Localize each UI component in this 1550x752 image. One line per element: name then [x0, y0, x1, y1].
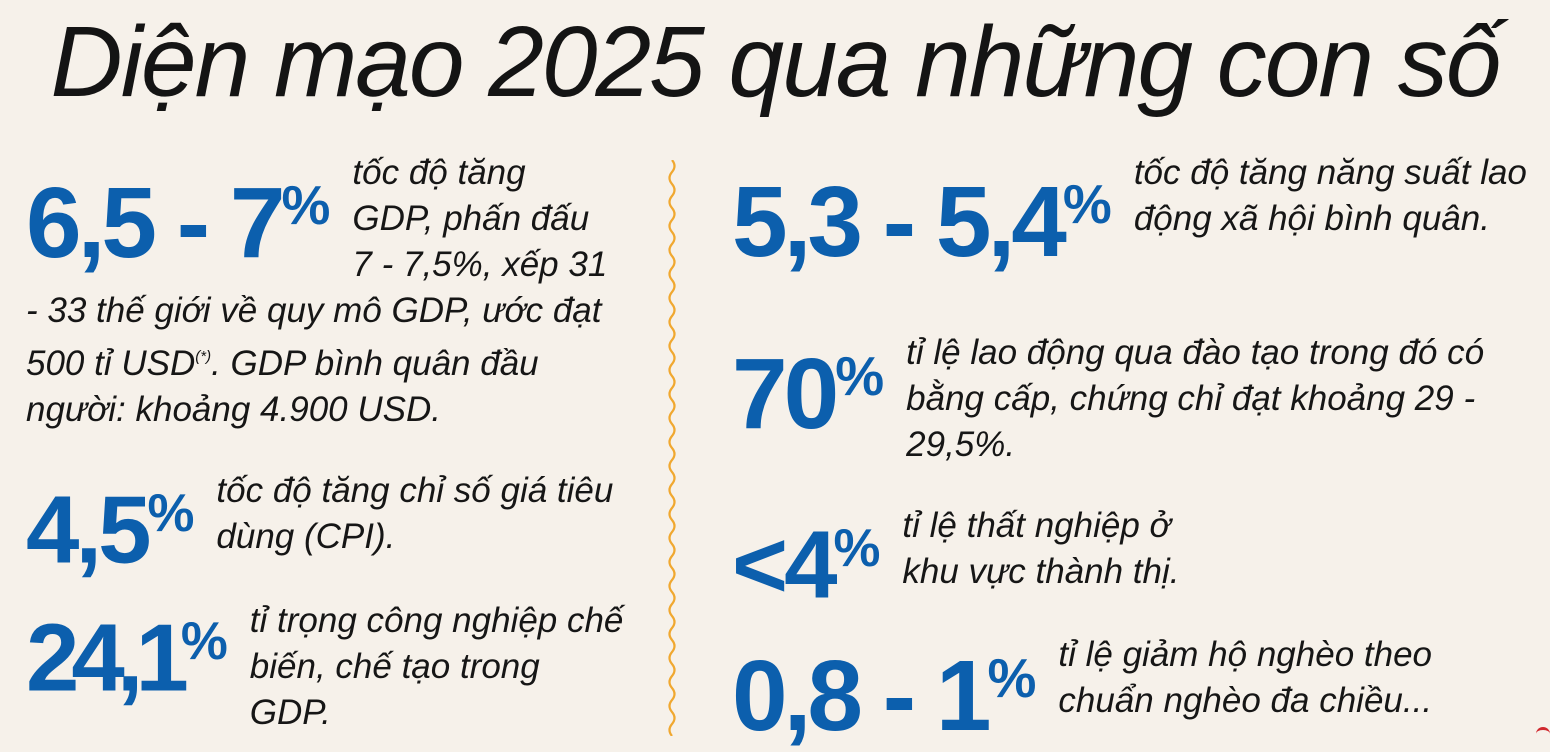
stat-value: 6,5 - 7% [26, 167, 331, 279]
stat-value: 5,3 - 5,4% [732, 166, 1112, 278]
stat-description: tốc độ tăng GDP, phấn đấu 7 - 7,5%, xếp … [26, 153, 608, 429]
stat-poverty-reduction: 0,8 - 1% tỉ lệ giảm hộ nghèo theo chuẩn … [732, 632, 1532, 752]
stat-value: 0,8 - 1% [732, 640, 1037, 752]
corner-mark [1536, 727, 1550, 736]
stat-value: <4% [732, 511, 881, 619]
stat-description: tỉ trọng công nghiệp chế biến, chế tạo t… [249, 601, 624, 732]
wavy-divider [668, 160, 676, 736]
stat-gdp-growth: 6,5 - 7% tốc độ tăng GDP, phấn đấu 7 - 7… [26, 150, 616, 433]
stat-trained-labor: 70% tỉ lệ lao động qua đào tạo trong đó … [732, 330, 1532, 468]
stat-labor-productivity: 5,3 - 5,4% tốc độ tăng năng suất lao độn… [732, 150, 1532, 278]
stat-value: 70% [732, 338, 885, 450]
page-title: Diện mạo 2025 qua những con số [50, 6, 1502, 118]
stat-value: 4,5% [26, 476, 195, 584]
stat-description: tỉ lệ giảm hộ nghèo theo chuẩn nghèo đa … [1058, 635, 1433, 720]
stat-description: tỉ lệ lao động qua đào tạo trong đó có b… [906, 333, 1485, 464]
footnote-marker: (*) [195, 348, 212, 365]
stat-description: tốc độ tăng năng suất lao động xã hội bì… [1133, 153, 1527, 238]
stat-unemployment: <4% tỉ lệ thất nghiệp ở khu vực thành th… [732, 503, 1432, 619]
stat-cpi: 4,5% tốc độ tăng chỉ số giá tiêu dùng (C… [26, 466, 626, 579]
stat-value: 24,1% [26, 604, 228, 712]
stat-description: tỉ lệ thất nghiệp ở khu vực thành thị. [902, 506, 1180, 591]
stat-description: tốc độ tăng chỉ số giá tiêu dùng (CPI). [216, 471, 614, 556]
stat-manufacturing: 24,1% tỉ trọng công nghiệp chế biến, chế… [26, 598, 626, 736]
